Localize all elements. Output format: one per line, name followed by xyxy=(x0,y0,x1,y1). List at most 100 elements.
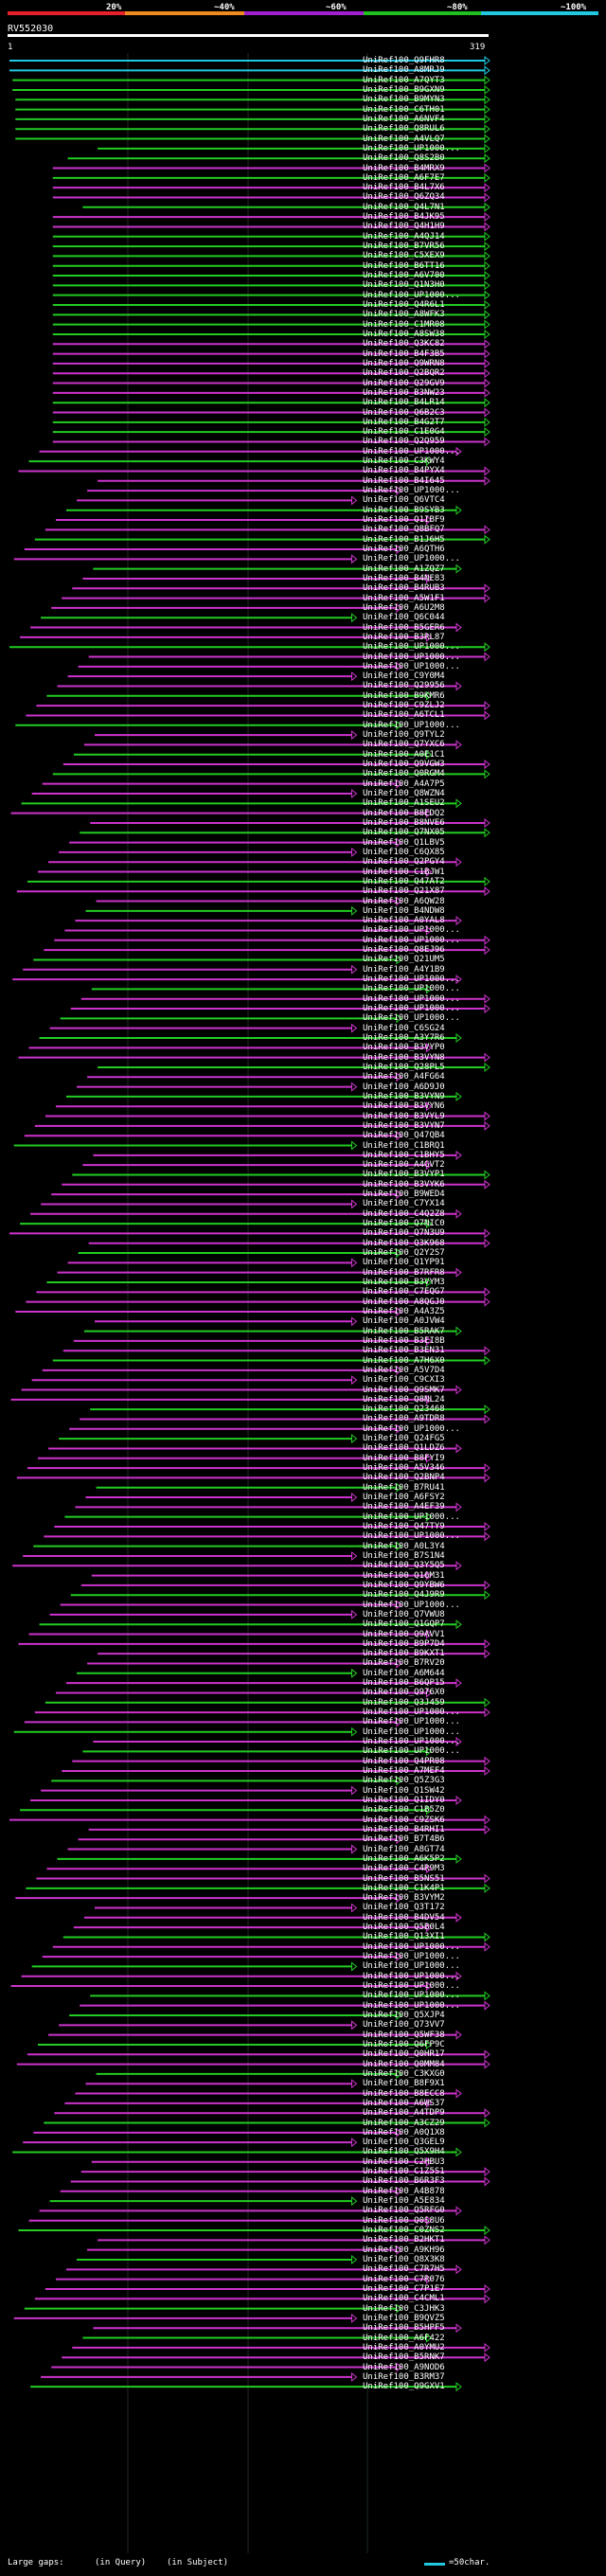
subject-id[interactable]: UniRef100_B4NE83 xyxy=(363,573,445,583)
subject-id[interactable]: UniRef100_C7EQG7 xyxy=(363,1287,445,1297)
subject-id[interactable]: UniRef100_C6SG24 xyxy=(363,1023,445,1033)
subject-id[interactable]: UniRef100_A6F7E7 xyxy=(363,172,445,183)
subject-id[interactable]: UniRef100_B3RL87 xyxy=(363,632,445,642)
subject-id[interactable]: UniRef100_C3JHK3 xyxy=(363,2303,445,2314)
subject-id[interactable]: UniRef100_B4L7X6 xyxy=(363,183,445,193)
subject-id[interactable]: UniRef100_C9ZSK6 xyxy=(363,1815,445,1825)
subject-id[interactable]: UniRef100_A8GT74 xyxy=(363,1844,445,1854)
subject-id[interactable]: UniRef100_Q2BQR2 xyxy=(363,368,445,379)
subject-id[interactable]: UniRef100_A7MEF4 xyxy=(363,1766,445,1776)
subject-id[interactable]: UniRef100_Q1GQP7 xyxy=(363,1619,445,1630)
subject-id[interactable]: UniRef100_C1MR08 xyxy=(363,319,445,330)
subject-id[interactable]: UniRef100_Q1IDY0 xyxy=(363,1795,445,1805)
subject-id[interactable]: UniRef100_A6M644 xyxy=(363,1668,445,1678)
subject-id[interactable]: UniRef100_A4QJ14 xyxy=(363,231,445,242)
subject-id[interactable]: UniRef100_Q5XJP4 xyxy=(363,2011,445,2020)
subject-id[interactable]: UniRef100_B7T4B6 xyxy=(363,1834,445,1845)
subject-id[interactable]: UniRef100_Q28PL5 xyxy=(363,1062,445,1072)
subject-id[interactable]: UniRef100_Q4R6L1 xyxy=(363,300,445,310)
subject-id[interactable]: UniRef100_Q1N3H0 xyxy=(363,280,445,291)
subject-id[interactable]: UniRef100_UP1000... xyxy=(363,2000,460,2011)
subject-id[interactable]: UniRef100_Q3GEL9 xyxy=(363,2138,445,2148)
subject-id[interactable]: UniRef100_B7S1N4 xyxy=(363,1550,445,1561)
subject-id[interactable]: UniRef100_A4A7P5 xyxy=(363,778,445,789)
subject-id[interactable]: UniRef100_UP1000... xyxy=(363,661,460,671)
subject-id[interactable]: UniRef100_B4PYX4 xyxy=(363,466,445,476)
subject-id[interactable]: UniRef100_UP1000... xyxy=(363,993,460,1004)
subject-id[interactable]: UniRef100_B6R3F3 xyxy=(363,2176,445,2187)
subject-id[interactable]: UniRef100_Q47TY9 xyxy=(363,1522,445,1531)
subject-id[interactable]: UniRef100_B4JK95 xyxy=(363,212,445,223)
subject-id[interactable]: UniRef100_Q16M31 xyxy=(363,1570,445,1581)
subject-id[interactable]: UniRef100_Q4J9R9 xyxy=(363,1590,445,1601)
subject-id[interactable]: UniRef100_B9P7D4 xyxy=(363,1638,445,1649)
subject-id[interactable]: UniRef100_Q5B0L4 xyxy=(363,1923,445,1933)
subject-id[interactable]: UniRef100_UP1000... xyxy=(363,1981,460,1992)
subject-id[interactable]: UniRef100_A6U2M8 xyxy=(363,602,445,613)
subject-id[interactable]: UniRef100_Q3Y5Q5 xyxy=(363,1561,445,1571)
subject-id[interactable]: UniRef100_A9NOD6 xyxy=(363,2362,445,2372)
subject-id[interactable]: UniRef100_B5RNK7 xyxy=(363,2352,445,2363)
subject-id[interactable]: UniRef100_UP1000... xyxy=(363,1708,460,1718)
subject-id[interactable]: UniRef100_B4RUB3 xyxy=(363,583,445,594)
subject-id[interactable]: UniRef100_B4DV54 xyxy=(363,1912,445,1923)
subject-id[interactable]: UniRef100_B3VYN8 xyxy=(363,1052,445,1063)
subject-id[interactable]: UniRef100_C1BHY5 xyxy=(363,1150,445,1160)
subject-id[interactable]: UniRef100_B5NS51 xyxy=(363,1873,445,1884)
subject-id[interactable]: UniRef100_C5XEX9 xyxy=(363,251,445,261)
subject-id[interactable]: UniRef100_A6D9J0 xyxy=(363,1082,445,1092)
subject-id[interactable]: UniRef100_B9WED4 xyxy=(363,1190,445,1200)
subject-id[interactable]: UniRef100_Q0HR17 xyxy=(363,2049,445,2060)
subject-id[interactable]: UniRef100_Q73VV7 xyxy=(363,2020,445,2030)
subject-id[interactable]: UniRef100_Q2Y2S7 xyxy=(363,1248,445,1259)
subject-id[interactable]: UniRef100_A5W1F1 xyxy=(363,593,445,603)
subject-id[interactable]: UniRef100_A4B878 xyxy=(363,2186,445,2196)
subject-id[interactable]: UniRef100_A3Y7R6 xyxy=(363,1033,445,1043)
subject-id[interactable]: UniRef100_A6QW28 xyxy=(363,896,445,906)
subject-id[interactable]: UniRef100_A6TCL1 xyxy=(363,710,445,721)
subject-id[interactable]: UniRef100_B1J6H5 xyxy=(363,534,445,545)
subject-id[interactable]: UniRef100_A5E834 xyxy=(363,2196,445,2207)
subject-id[interactable]: UniRef100_Q1LBV5 xyxy=(363,837,445,848)
subject-id[interactable]: UniRef100_Q1YP91 xyxy=(363,1258,445,1268)
subject-id[interactable]: UniRef100_UP1000... xyxy=(363,1423,460,1434)
subject-id[interactable]: UniRef100_UP1000... xyxy=(363,486,460,496)
subject-id[interactable]: UniRef100_C1BRQ1 xyxy=(363,1140,445,1151)
subject-id[interactable]: UniRef100_Q9TYL2 xyxy=(363,730,445,741)
subject-id[interactable]: UniRef100_B7RFR8 xyxy=(363,1267,445,1278)
subject-id[interactable]: UniRef100_Q7NIC0 xyxy=(363,1219,445,1229)
subject-id[interactable]: UniRef100_A6F422 xyxy=(363,2333,445,2343)
subject-id[interactable]: UniRef100_Q9VGW3 xyxy=(363,760,445,770)
subject-id[interactable]: UniRef100_Q8BFQ7 xyxy=(363,525,445,535)
subject-id[interactable]: UniRef100_Q47QB4 xyxy=(363,1131,445,1141)
subject-id[interactable]: UniRef100_B3VYN9 xyxy=(363,1091,445,1101)
subject-id[interactable]: UniRef100_B8NVE6 xyxy=(363,817,445,828)
subject-id[interactable]: UniRef100_Q8EJ96 xyxy=(363,945,445,956)
subject-id[interactable]: UniRef100_A0L3Y4 xyxy=(363,1541,445,1551)
subject-id[interactable]: UniRef100_Q3T172 xyxy=(363,1903,445,1913)
subject-id[interactable]: UniRef100_Q21UM5 xyxy=(363,955,445,965)
subject-id[interactable]: UniRef100_B3VYP0 xyxy=(363,1043,445,1053)
subject-id[interactable]: UniRef100_C1E0G4 xyxy=(363,427,445,438)
subject-id[interactable]: UniRef100_UP1000... xyxy=(363,1991,460,2001)
subject-id[interactable]: UniRef100_Q6B2C3 xyxy=(363,407,445,418)
subject-id[interactable]: UniRef100_UP1000... xyxy=(363,1013,460,1024)
subject-id[interactable]: UniRef100_Q24FG5 xyxy=(363,1434,445,1444)
subject-id[interactable]: UniRef100_A4A3Z5 xyxy=(363,1306,445,1316)
subject-id[interactable]: UniRef100_UP1000... xyxy=(363,935,460,945)
subject-id[interactable]: UniRef100_A0Q1X8 xyxy=(363,2127,445,2138)
subject-id[interactable]: UniRef100_C4Q2Z8 xyxy=(363,1208,445,1219)
subject-id[interactable]: UniRef100_B4MRX9 xyxy=(363,163,445,173)
subject-id[interactable]: UniRef100_B6QP15 xyxy=(363,1678,445,1689)
subject-id[interactable]: UniRef100_Q7VWU8 xyxy=(363,1609,445,1619)
subject-id[interactable]: UniRef100_A7H6X0 xyxy=(363,1355,445,1366)
subject-id[interactable]: UniRef100_A6V700 xyxy=(363,271,445,281)
subject-id[interactable]: UniRef100_B3VYP1 xyxy=(363,1170,445,1180)
subject-id[interactable]: UniRef100_Q0MM84 xyxy=(363,2059,445,2069)
subject-id[interactable]: UniRef100_A8SW38 xyxy=(363,329,445,339)
subject-id[interactable]: UniRef100_Q3KC82 xyxy=(363,339,445,349)
subject-id[interactable]: UniRef100_Q4H1H9 xyxy=(363,222,445,232)
subject-id[interactable]: UniRef100_B9MYN3 xyxy=(363,95,445,105)
subject-id[interactable]: UniRef100_C7R076 xyxy=(363,2274,445,2284)
subject-id[interactable]: UniRef100_Q8S2B0 xyxy=(363,153,445,164)
